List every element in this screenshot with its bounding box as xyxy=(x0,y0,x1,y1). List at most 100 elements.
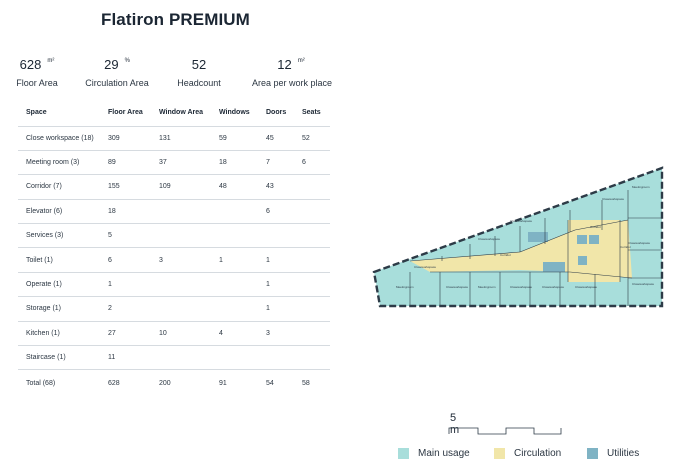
stat-value: 29 xyxy=(104,57,119,72)
table-cell xyxy=(211,199,258,225)
table-cell xyxy=(258,345,294,371)
table-cell: Operate (1) xyxy=(18,272,100,298)
stat-label: Circulation Area xyxy=(85,78,149,88)
table-row: Elevator (6) 18 6 xyxy=(18,199,330,225)
table-row: Staircase (1) 11 xyxy=(18,345,330,371)
table-cell: 18 xyxy=(100,199,151,225)
table-cell: 3 xyxy=(151,247,211,273)
table-cell: Close workspace (18) xyxy=(18,126,100,151)
table-cell: 45 xyxy=(258,126,294,151)
table-row: Operate (1) 1 1 xyxy=(18,272,330,298)
stat-value: 628 xyxy=(19,57,42,72)
table-cell: 2 xyxy=(100,296,151,322)
table-cell xyxy=(258,223,294,249)
table-cell: 11 xyxy=(100,345,151,371)
page-title: Flatiron PREMIUM xyxy=(101,10,250,29)
table-cell xyxy=(151,199,211,225)
table-cell xyxy=(294,296,330,322)
table-cell: 52 xyxy=(294,126,330,151)
legend-label: Main usage xyxy=(418,448,470,459)
table-cell: 628 xyxy=(108,379,120,387)
table-cell: 37 xyxy=(151,150,211,176)
stat-area-per-workplace: 12 m² Area per work place xyxy=(252,56,333,88)
table-cell: Storage (1) xyxy=(18,296,100,322)
stat-headcount: 52 Headcount xyxy=(176,56,222,88)
plan-label: Closeworkspace xyxy=(602,197,624,201)
legend-utilities: Utilities xyxy=(587,448,639,459)
space-table: Space Floor Area Window Area Windows Doo… xyxy=(18,100,330,396)
table-cell: 7 xyxy=(258,150,294,176)
plan-label: Closeworkspace xyxy=(478,237,500,241)
table-cell xyxy=(294,321,330,347)
table-cell: 155 xyxy=(100,174,151,200)
stat-label: Area per work place xyxy=(252,78,333,88)
table-cell: 10 xyxy=(151,321,211,347)
table-cell: 89 xyxy=(100,150,151,176)
table-row: Storage (1) 2 1 xyxy=(18,296,330,322)
table-cell xyxy=(151,296,211,322)
table-cell: 200 xyxy=(159,379,171,387)
stat-value: 12 xyxy=(277,57,292,72)
plan-label: Meetingroom xyxy=(632,185,650,189)
table-cell: Elevator (6) xyxy=(18,199,100,225)
table-cell: 1 xyxy=(100,272,151,298)
table-cell: 131 xyxy=(151,126,211,151)
table-cell xyxy=(294,247,330,273)
table-cell: Meeting room (3) xyxy=(18,150,100,176)
table-cell xyxy=(211,272,258,298)
table-cell: Services (3) xyxy=(18,223,100,249)
table-cell: 1 xyxy=(258,296,294,322)
stat-unit: m² xyxy=(297,58,305,64)
plan-label: Meetingroom xyxy=(478,285,496,289)
column-header: Floor Area xyxy=(100,100,151,127)
plan-label: Corridor xyxy=(620,245,631,249)
plan-label: Closeworkspace xyxy=(542,285,564,289)
stat-label: Floor Area xyxy=(16,78,58,88)
table-cell: 58 xyxy=(302,379,310,387)
plan-label: Corridor xyxy=(590,225,601,229)
plan-label: Closeworkspace xyxy=(414,265,436,269)
table-cell: Total (68) xyxy=(26,379,56,387)
table-cell xyxy=(151,223,211,249)
column-header: Space xyxy=(18,100,100,127)
table-cell xyxy=(294,223,330,249)
table-cell: 109 xyxy=(151,174,211,200)
table-cell: 4 xyxy=(211,321,258,347)
plan-label: Closeworkspace xyxy=(510,219,532,223)
table-cell: 18 xyxy=(211,150,258,176)
table-cell: 5 xyxy=(100,223,151,249)
table-cell xyxy=(294,174,330,200)
table-header-row: Space Floor Area Window Area Windows Doo… xyxy=(18,100,330,127)
stat-floor-area: 628 m² Floor Area xyxy=(14,56,60,88)
table-cell xyxy=(211,296,258,322)
legend-main-usage: Main usage xyxy=(398,448,470,459)
table-cell xyxy=(151,272,211,298)
table-cell: 1 xyxy=(258,272,294,298)
table-cell xyxy=(294,345,330,371)
table-row: Close workspace (18) 309 131 59 45 52 xyxy=(18,126,330,151)
stat-circulation-area: 29% Circulation Area xyxy=(85,56,149,88)
stat-label: Headcount xyxy=(177,78,221,88)
table-cell: 54 xyxy=(266,379,274,387)
table-total-row: Total (68) 628 200 91 54 58 xyxy=(18,370,330,396)
plan-label: Closeworkspace xyxy=(628,241,650,245)
legend-circulation: Circulation xyxy=(494,448,561,459)
plan-label: Closeworkspace xyxy=(446,285,468,289)
column-header: Windows xyxy=(211,100,258,127)
stat-value: 52 xyxy=(191,57,207,72)
table-cell: 6 xyxy=(100,247,151,273)
table-cell: 48 xyxy=(211,174,258,200)
plan-label: Closeworkspace xyxy=(575,285,597,289)
floor-plan-wall xyxy=(372,166,664,308)
table-cell: 309 xyxy=(100,126,151,151)
table-cell xyxy=(294,199,330,225)
legend-label: Circulation xyxy=(514,448,562,459)
table-cell: 27 xyxy=(100,321,151,347)
table-cell: Corridor (7) xyxy=(18,174,100,200)
column-header: Doors xyxy=(258,100,294,127)
table-cell xyxy=(211,345,258,371)
table-row: Meeting room (3) 89 37 18 7 6 xyxy=(18,150,330,176)
table-cell: Toilet (1) xyxy=(18,247,100,273)
legend-label: Utilities xyxy=(607,448,640,459)
table-cell xyxy=(151,345,211,371)
